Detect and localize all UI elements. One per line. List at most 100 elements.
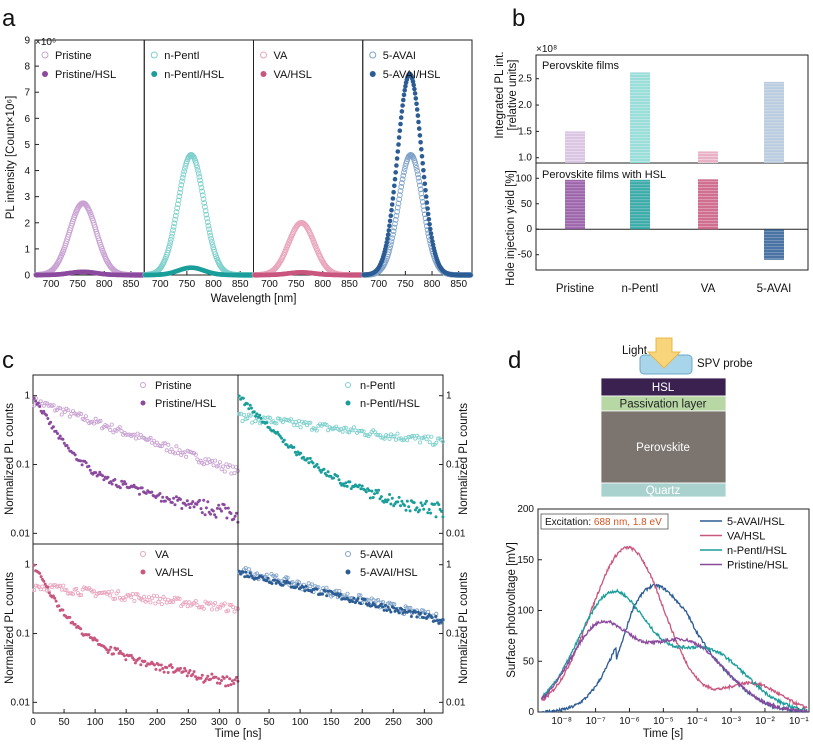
panel-c-film-point — [376, 598, 381, 603]
panel-c-film-point — [222, 469, 227, 474]
panel-c-hsl-point — [233, 514, 237, 518]
panel-c-film-point — [380, 600, 385, 605]
panel-c-hsl-point — [49, 420, 53, 424]
panel-a-pl-spectra: a ×10⁶ 0 1 2 3 4 5 6 7 8 9 700 750 800 850 Pristine Prist… — [2, 5, 474, 305]
panel-a-film-point — [194, 164, 201, 171]
panel-c-film-point — [145, 598, 150, 603]
panel-c-hsl-point — [396, 609, 400, 613]
panel-c-hsl-point — [43, 582, 47, 586]
panel-c-hsl-point — [66, 446, 70, 450]
panel-a-film-point — [200, 196, 207, 202]
panel-c-hsl-point — [437, 503, 441, 507]
panel-a-film-point — [197, 177, 203, 184]
panel-c-hsl-point — [247, 575, 251, 579]
panel-c-hsl-point — [195, 502, 199, 506]
panel-c-hsl-point — [214, 675, 218, 679]
panel-c-legend-open-marker — [140, 382, 146, 388]
panel-a-film-point — [394, 208, 400, 215]
excitation-box — [540, 513, 669, 530]
panel-c-hsl-point — [430, 616, 434, 619]
panel-a-film-point — [177, 185, 184, 192]
panel-a-film-point — [169, 230, 176, 237]
panel-a-ylabel: PL intensity [Count×10⁶] — [5, 96, 17, 220]
panel-d-xtick: 10⁻⁴ — [687, 716, 708, 727]
panel-c-hsl-point — [36, 401, 40, 405]
panel-c-hsl-point — [45, 413, 48, 417]
panel-c-hsl-point — [245, 402, 249, 406]
panel-b-y-exponent: ×10⁸ — [536, 44, 557, 55]
panel-c-film-point — [397, 436, 402, 441]
panel-c-hsl-point — [284, 581, 288, 585]
panel-c-hsl-point — [434, 615, 438, 618]
panel-c-hsl-point — [42, 409, 46, 413]
panel-c-hsl-point — [230, 679, 234, 683]
panel-a-film-point — [418, 190, 425, 197]
panel-a-film-point — [177, 189, 183, 196]
panel-c-hsl-point — [136, 487, 140, 490]
panel-c-film-point — [342, 425, 347, 430]
panel-c-film-point — [154, 594, 159, 599]
panel-a-hsl-point — [401, 92, 407, 98]
panel-d-xtick: 10⁻⁶ — [619, 716, 640, 727]
panel-a-hsl-point — [428, 231, 434, 236]
panel-c-hsl-point — [84, 461, 88, 465]
panel-c-hsl-point — [206, 500, 210, 504]
panel-c-hsl-point — [172, 496, 176, 500]
panel-c-hsl-point — [317, 466, 320, 470]
panel-c-hsl-point — [248, 403, 252, 407]
panel-c-film-point — [74, 586, 79, 591]
panel-c-hsl-point — [359, 487, 363, 491]
panel-c-hsl-point — [73, 453, 77, 457]
panel-c-film-point — [358, 593, 363, 598]
panel-c-hsl-point — [199, 676, 203, 680]
panel-c-hsl-point — [315, 587, 319, 591]
panel-c-hsl-point — [401, 611, 405, 615]
panel-a-film-point — [175, 197, 182, 204]
panel-c-hsl-point — [95, 639, 99, 642]
panel-c-film-point — [93, 416, 98, 421]
panel-a-film-point — [206, 229, 213, 236]
panel-c-legend-filled-marker — [345, 569, 351, 575]
panel-c-hsl-point — [326, 470, 330, 474]
panel-c-hsl-point — [222, 676, 226, 680]
panel-c-hsl-point — [360, 484, 364, 488]
panel-c-hsl-point — [247, 407, 251, 411]
panel-c-hsl-point — [359, 602, 363, 606]
panel-a-film-point — [208, 238, 215, 245]
panel-c-hsl-point — [241, 570, 245, 574]
panel-c-film-point — [274, 421, 279, 426]
panel-c-film-point — [51, 403, 56, 408]
panel-c-film-point — [351, 425, 356, 430]
panel-a-xtick: 800 — [314, 279, 331, 290]
panel-a-film-point — [165, 247, 172, 254]
panel-c-hsl-point — [68, 615, 72, 619]
panel-c-hsl-point — [384, 604, 387, 607]
panel-a-film-point — [172, 212, 179, 219]
panel-c-hsl-point — [42, 579, 46, 583]
panel-a-legend-filled-marker — [151, 71, 158, 77]
panel-c-hsl-point — [133, 661, 137, 665]
panel-a-film-point — [389, 235, 396, 241]
panel-c-film-point — [245, 416, 250, 421]
panel-c-film-point — [292, 423, 297, 428]
panel-c-film-point — [208, 600, 213, 605]
panel-b-bottom-ytick: -50 — [518, 250, 533, 261]
panel-a-film-point — [198, 184, 205, 191]
panel-c-subplot-frame — [237, 543, 444, 714]
panel-c-film-point — [187, 600, 192, 605]
panel-b-category-label: Pristine — [556, 283, 594, 295]
panel-c-hsl-point — [112, 652, 115, 656]
panel-c-hsl-point — [225, 675, 229, 679]
panel-c-film-point — [185, 604, 190, 609]
panel-c-film-point — [240, 419, 245, 424]
panel-b-top-bar — [698, 151, 718, 163]
panel-c-hsl-point — [373, 603, 376, 607]
panel-c-film-point — [58, 406, 63, 411]
panel-a-hsl-point — [398, 115, 404, 120]
panel-c-hsl-point — [185, 674, 189, 678]
panel-c-hsl-point — [180, 507, 184, 510]
panel-a-legend-open-marker — [150, 51, 158, 59]
panel-c-hsl-point — [319, 470, 323, 474]
panel-c-hsl-point — [382, 500, 386, 504]
